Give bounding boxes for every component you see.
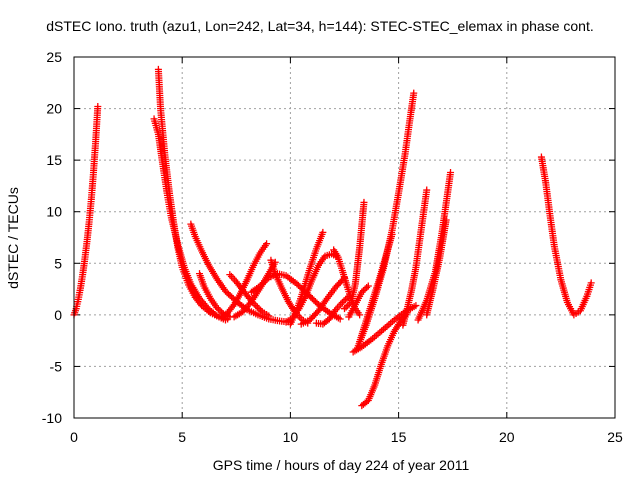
data-series xyxy=(537,153,595,319)
y-tick-label: 20 xyxy=(46,101,62,117)
data-point xyxy=(253,303,261,311)
data-point xyxy=(364,282,372,290)
data-point xyxy=(216,307,224,315)
data-point xyxy=(423,186,431,194)
data-point xyxy=(359,287,367,295)
data-series xyxy=(286,228,327,328)
data-point xyxy=(342,303,350,311)
data-series xyxy=(297,274,348,328)
data-series xyxy=(399,186,431,329)
x-tick-label: 20 xyxy=(499,429,515,445)
x-tick-label: 5 xyxy=(178,429,186,445)
data-point xyxy=(229,302,237,310)
data-point xyxy=(410,89,418,97)
data-point xyxy=(340,297,348,305)
data-point xyxy=(363,284,371,292)
data-point xyxy=(336,315,344,323)
data-point xyxy=(263,240,271,248)
data-series xyxy=(356,230,396,346)
y-tick-label: 10 xyxy=(46,204,62,220)
x-axis-label: GPS time / hours of day 224 of year 2011 xyxy=(213,457,470,473)
x-tick-label: 15 xyxy=(391,429,407,445)
x-tick-label: 10 xyxy=(283,429,299,445)
data-series xyxy=(341,198,368,313)
x-tick-label: 0 xyxy=(70,429,78,445)
data-point xyxy=(214,305,222,313)
y-tick-labels: -10 -5 0 5 10 15 20 25 xyxy=(42,49,62,426)
y-tick-label: 25 xyxy=(46,49,62,65)
data-point xyxy=(358,288,366,296)
y-tick-label: -5 xyxy=(50,358,63,374)
y-axis-label: dSTEC / TECUs xyxy=(5,187,21,289)
data-point xyxy=(345,300,353,308)
y-tick-label: 0 xyxy=(54,307,62,323)
y-tick-label: 15 xyxy=(46,152,62,168)
data-series xyxy=(217,240,271,322)
data-point xyxy=(361,285,369,293)
data-point xyxy=(360,198,368,206)
data-point xyxy=(213,304,221,312)
data-series xyxy=(187,220,294,326)
data-series xyxy=(226,271,273,320)
data-point xyxy=(255,305,263,313)
y-tick-label: -10 xyxy=(42,410,62,426)
data-point xyxy=(252,302,260,310)
data-point xyxy=(94,103,102,111)
data-point xyxy=(265,312,273,320)
plot-area xyxy=(70,65,595,410)
data-point xyxy=(356,311,364,319)
data-series xyxy=(345,282,372,321)
data-point xyxy=(442,216,450,224)
y-tick-label: 5 xyxy=(54,255,62,271)
data-series xyxy=(150,115,229,324)
data-point xyxy=(344,302,352,310)
data-series xyxy=(70,103,102,319)
data-point xyxy=(587,279,595,287)
data-point xyxy=(341,305,348,313)
data-point xyxy=(412,302,420,310)
plot-frame xyxy=(73,56,616,419)
data-series xyxy=(312,292,353,328)
data-point xyxy=(319,228,327,236)
data-point xyxy=(388,230,396,238)
data-series xyxy=(196,270,234,321)
x-tick-label: 25 xyxy=(607,429,623,445)
data-point xyxy=(338,298,346,306)
data-point xyxy=(342,295,350,303)
data-point xyxy=(257,306,265,314)
chart-title: dSTEC Iono. truth (azu1, Lon=242, Lat=34… xyxy=(46,18,593,34)
data-point xyxy=(447,169,455,177)
data-series xyxy=(423,216,450,319)
x-tick-labels: 0 5 10 15 20 25 xyxy=(70,429,623,445)
